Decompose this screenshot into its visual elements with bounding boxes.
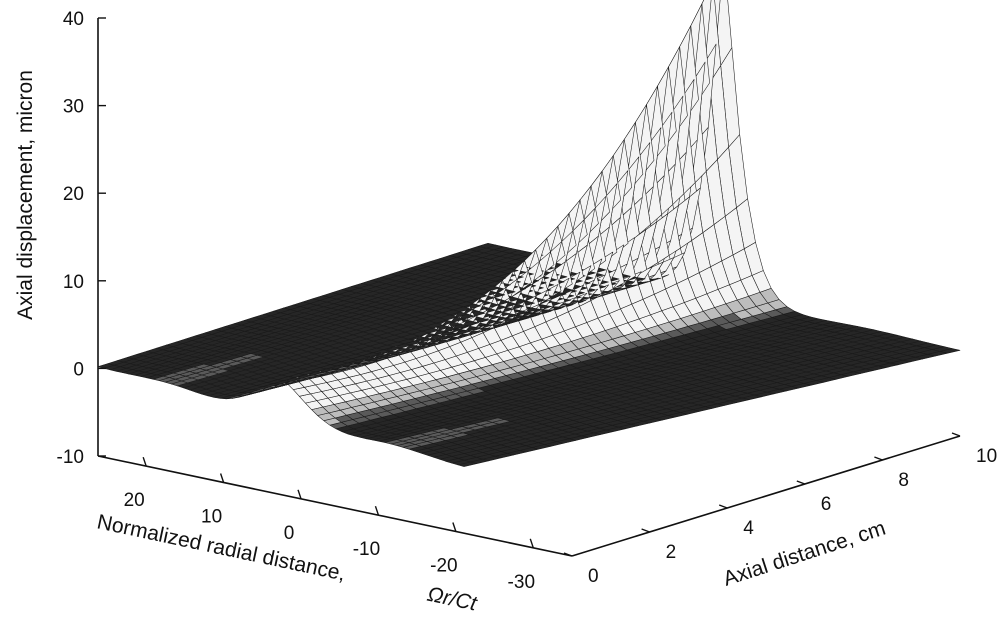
- x-tick-label: 20: [124, 490, 145, 511]
- y-tick-label: 4: [743, 518, 754, 539]
- x-tick: [529, 538, 534, 549]
- y-tick: [874, 456, 883, 461]
- y-tick-label: 8: [898, 470, 909, 491]
- y-tick: [951, 432, 961, 437]
- y-tick: [796, 480, 806, 485]
- x-tick: [452, 522, 457, 532]
- axes: [97, 18, 961, 557]
- y-tick: [563, 552, 573, 557]
- surface-mesh: [97, 0, 961, 467]
- z-tick-label: -10: [57, 447, 84, 468]
- x-axis-title-symbol: Ωr/Ct: [425, 583, 480, 616]
- x-tick: [374, 505, 380, 516]
- x-tick: [297, 489, 302, 500]
- z-tick-label: 0: [73, 359, 84, 380]
- ticks: [98, 17, 961, 557]
- x-tick-label: 0: [284, 523, 295, 544]
- y-tick: [718, 504, 728, 509]
- x-tick-label: -10: [353, 539, 380, 560]
- z-tick-label: 30: [63, 97, 84, 118]
- x-tick-label: -30: [508, 572, 535, 593]
- x-tick-label: 10: [201, 507, 222, 528]
- y-axis-line: [571, 435, 961, 557]
- z-tick-label: 40: [63, 9, 84, 30]
- z-axis-title: Axial displacement, micron: [14, 70, 37, 320]
- y-tick-label: 10: [976, 446, 997, 467]
- surface-cell: [97, 363, 115, 369]
- x-tick: [219, 473, 225, 483]
- z-tick-label: 10: [63, 272, 84, 293]
- y-tick-label: 6: [821, 494, 832, 515]
- x-axis-line: [97, 455, 573, 557]
- tick-labels: -10 0 10 20 30 40 20 10 0 -10 -20 -30 0 2 4 6 8 10: [57, 9, 998, 593]
- y-tick-label: 0: [588, 566, 599, 587]
- y-tick-label: 2: [666, 542, 677, 563]
- z-tick-label: 20: [63, 184, 84, 205]
- y-tick: [641, 528, 650, 533]
- x-tick-label: -20: [430, 556, 457, 577]
- x-tick: [142, 456, 147, 467]
